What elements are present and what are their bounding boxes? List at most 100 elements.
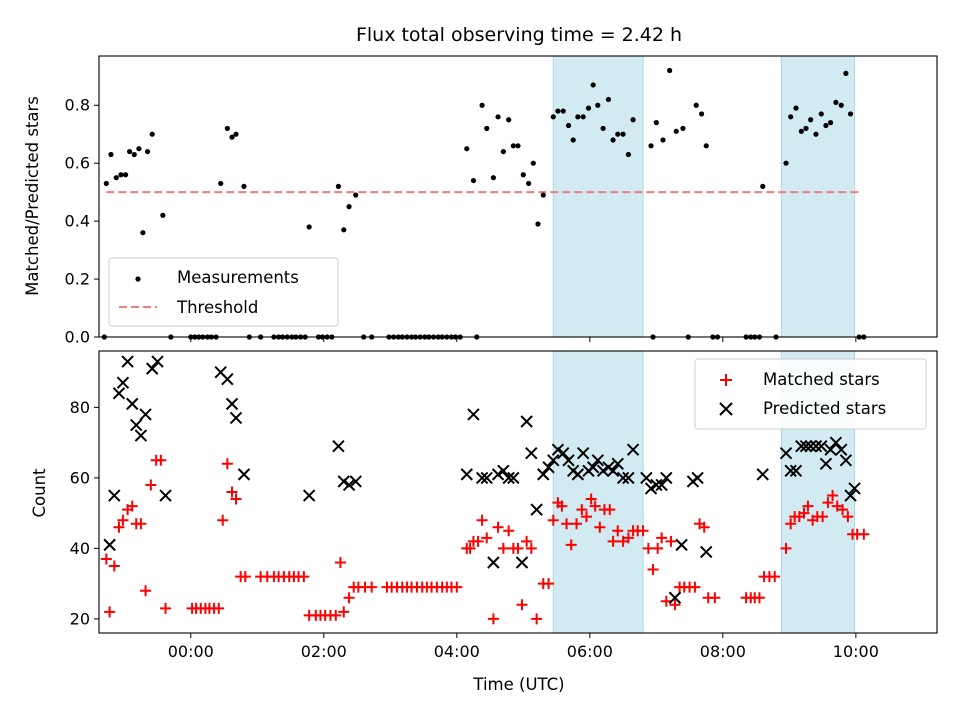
measurement-point (703, 143, 709, 149)
matched-star-point (213, 602, 225, 614)
measurement-point (698, 111, 705, 117)
matched-star-point (531, 613, 543, 625)
measurement-point (108, 151, 114, 158)
measurement-point (530, 160, 536, 166)
predicted-star-point (819, 457, 833, 471)
measurement-point (495, 114, 501, 120)
matched-star-point (637, 525, 649, 537)
x-tick-label: 10:00 (833, 642, 879, 661)
measurement-point (565, 122, 572, 129)
predicted-star-point (660, 471, 673, 485)
y-tick-label: 60 (70, 468, 90, 487)
y-axis-label-count: Count (30, 468, 49, 518)
predicted-star-point (342, 478, 356, 492)
predicted-star-point (525, 447, 538, 460)
predicted-star-point (134, 429, 148, 442)
measurement-point (510, 143, 516, 149)
predicted-star-point (756, 468, 769, 481)
matched-star-point (497, 542, 509, 554)
matched-star-point (642, 542, 654, 554)
predicted-star-point (848, 482, 861, 495)
measurement-point (843, 70, 849, 76)
measurement-point (630, 117, 636, 123)
predicted-star-point (824, 443, 837, 456)
matched-star-point (140, 585, 152, 597)
matched-star-point (837, 504, 849, 516)
predicted-star-point (557, 447, 570, 460)
matched-star-point (571, 518, 583, 530)
matched-star-point (492, 521, 504, 533)
matched-star-point (516, 599, 528, 611)
measurement-point (660, 137, 666, 143)
matched-star-point (817, 511, 829, 523)
measurement-point (680, 125, 686, 132)
predicted-star-point (809, 439, 823, 453)
measurement-point (241, 183, 247, 189)
matched-star-point (334, 557, 346, 568)
predicted-star-point (815, 439, 828, 453)
measurement-point (136, 146, 142, 152)
predicted-star-point (644, 482, 658, 495)
matched-star-point (576, 504, 588, 516)
legend-measurements-label: Measurements (177, 268, 299, 287)
measurement-point (470, 177, 477, 184)
measurement-point (233, 131, 239, 137)
matched-star-point (842, 511, 854, 523)
measurement-point (140, 230, 146, 236)
predicted-star-point (675, 538, 688, 552)
measurement-point (838, 102, 844, 108)
measurement-point (833, 99, 839, 105)
x-axis-label: Time (UTC) (472, 675, 564, 694)
matched-star-point (652, 542, 664, 554)
predicted-star-point (784, 464, 797, 478)
measurement-point (600, 125, 606, 132)
matched-star-point (565, 539, 577, 551)
measurement-point (113, 175, 119, 181)
predicted-star-point (507, 471, 520, 485)
legend-frame (694, 358, 927, 430)
measurement-point (520, 172, 526, 178)
predicted-star-point (839, 454, 853, 467)
matched-star-point (338, 606, 350, 618)
predicted-star-point (586, 461, 600, 474)
measurement-point (798, 128, 804, 134)
measurement-point (515, 143, 521, 149)
predicted-star-point (460, 468, 473, 481)
matched-star-point (827, 490, 839, 502)
predicted-star-point (467, 408, 480, 421)
measurement-point (229, 134, 235, 140)
predicted-star-point (475, 471, 489, 485)
matched-star-point (503, 525, 515, 537)
matched-star-point (802, 500, 814, 512)
x-tick-label: 04:00 (434, 642, 480, 661)
predicted-star-point (551, 443, 565, 456)
measurement-point (575, 114, 581, 120)
matched-star-point (135, 518, 147, 530)
measurement-point (648, 143, 654, 149)
predicted-star-point (655, 478, 668, 492)
matched-star-point (698, 521, 710, 533)
matched-star-point (476, 514, 488, 526)
matched-star-point (239, 571, 251, 583)
measurement-point (464, 146, 470, 152)
measurement-point (803, 125, 809, 132)
measurement-point (585, 105, 592, 111)
predicted-star-point (795, 439, 808, 453)
measurement-point (793, 105, 799, 111)
measurement-point (788, 114, 794, 120)
legend-measurements-marker (135, 276, 141, 282)
legend-predicted-marker (719, 402, 733, 416)
measurement-point (610, 137, 616, 143)
matched-star-point (366, 581, 378, 593)
matched-star-point (145, 479, 157, 491)
measurement-point (550, 114, 556, 120)
axes-frame (98, 350, 938, 634)
measurement-point (847, 111, 854, 117)
axes-frame (98, 55, 938, 338)
predicted-star-point (126, 397, 139, 411)
matched-star-point (217, 514, 229, 526)
measurement-point (827, 120, 834, 126)
measurement-point (555, 108, 561, 114)
predicted-star-point (349, 475, 362, 488)
